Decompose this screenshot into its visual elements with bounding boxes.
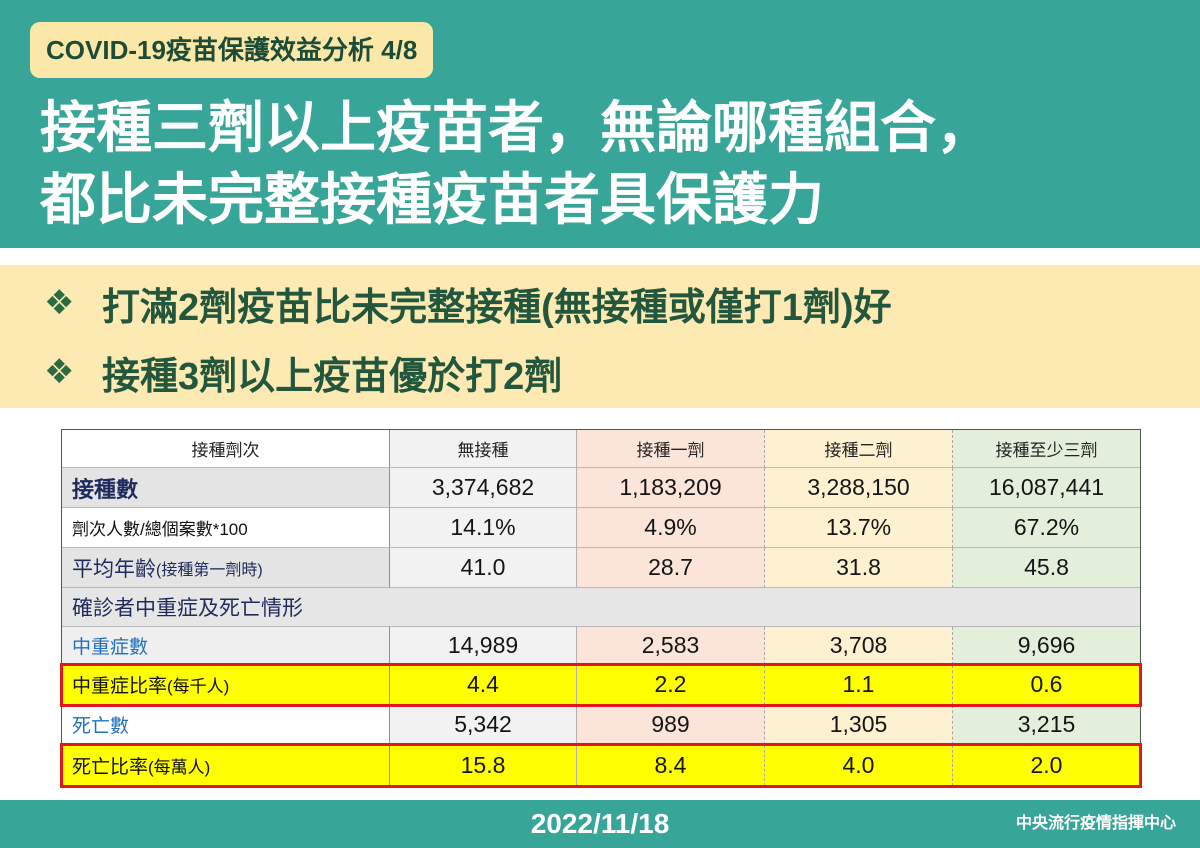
page-title: 接種三劑以上疫苗者，無論哪種組合， 都比未完整接種疫苗者具保護力 (40, 92, 992, 236)
section-heading-text: 確診者中重症及死亡情形 (72, 597, 303, 620)
column-header-one-dose: 接種一劑 (577, 430, 765, 468)
diamond-bullet-icon: ❖ (44, 353, 75, 391)
key-point-text: 打滿2劑疫苗比未完整接種(無接種或僅打1劑)好 (102, 286, 892, 329)
footer-bar: 2022/11/18 中央流行疫情指揮中心 (0, 800, 1200, 848)
diamond-bullet-icon: ❖ (44, 284, 75, 322)
table-cell: 2.2 (577, 665, 765, 705)
table-cell: 28.7 (577, 548, 765, 588)
table-cell: 2.0 (953, 745, 1140, 786)
table-section-row: 確診者中重症及死亡情形 (62, 588, 1140, 627)
table-cell: 14.1% (390, 508, 577, 548)
table-cell: 31.8 (765, 548, 953, 588)
table-cell: 16,087,441 (953, 468, 1140, 508)
table-cell: 9,696 (953, 627, 1140, 665)
section-heading: 確診者中重症及死亡情形 (62, 588, 1140, 627)
row-label: 平均年齡 (接種第一劑時) (62, 548, 390, 588)
title-line-1: 接種三劑以上疫苗者，無論哪種組合， (40, 96, 992, 159)
column-header-three-doses: 接種至少三劑 (953, 430, 1140, 468)
table-row-severe-cases: 中重症數 14,989 2,583 3,708 9,696 (62, 627, 1140, 665)
row-label-text: 死亡比率 (72, 757, 149, 778)
vaccine-effectiveness-table: 接種劑次 無接種 接種一劑 接種二劑 接種至少三劑 接種數 3,374,682 … (60, 429, 1142, 788)
publish-date: 2022/11/18 (530, 808, 670, 839)
row-label: 中重症比率 (每千人) (62, 665, 390, 705)
key-point-2: ❖ 接種3劑以上疫苗優於打2劑 (44, 342, 562, 402)
table-cell: 0.6 (953, 665, 1140, 705)
row-label: 劑次人數/總個案數*100 (62, 508, 390, 548)
table-row-death-rate-highlighted: 死亡比率 (每萬人) 15.8 8.4 4.0 2.0 (60, 743, 1142, 788)
column-header-unvaccinated: 無接種 (390, 430, 577, 468)
table-cell: 13.7% (765, 508, 953, 548)
row-label: 中重症數 (62, 627, 390, 665)
series-tag: COVID-19疫苗保護效益分析 4/8 (30, 22, 434, 78)
table-header-row: 接種劑次 無接種 接種一劑 接種二劑 接種至少三劑 (62, 430, 1140, 468)
table-cell: 4.9% (577, 508, 765, 548)
table-cell: 8.4 (577, 745, 765, 786)
row-label-text: 平均年齡 (72, 557, 156, 581)
row-label-text: 劑次人數/總個案數*100 (72, 520, 248, 539)
row-label: 死亡數 (62, 705, 390, 745)
title-line-2: 都比未完整接種疫苗者具保護力 (40, 168, 824, 231)
table-cell: 4.4 (390, 665, 577, 705)
table-cell: 3,288,150 (765, 468, 953, 508)
header-banner: COVID-19疫苗保護效益分析 4/8 接種三劑以上疫苗者，無論哪種組合， 都… (0, 0, 1200, 248)
table-cell: 1.1 (765, 665, 953, 705)
table-cell: 989 (577, 705, 765, 745)
row-label: 接種數 (62, 468, 390, 508)
table-cell: 2,583 (577, 627, 765, 665)
key-point-text: 接種3劑以上疫苗優於打2劑 (102, 355, 563, 398)
organization-name: 中央流行疫情指揮中心 (1015, 815, 1176, 832)
row-label-note: (接種第一劑時) (156, 561, 263, 579)
table-cell: 3,708 (765, 627, 953, 665)
key-point-1: ❖ 打滿2劑疫苗比未完整接種(無接種或僅打1劑)好 (44, 273, 892, 333)
table-cell: 41.0 (390, 548, 577, 588)
key-points-band: ❖ 打滿2劑疫苗比未完整接種(無接種或僅打1劑)好 ❖ 接種3劑以上疫苗優於打2… (0, 265, 1200, 408)
table-cell: 15.8 (390, 745, 577, 786)
table-cell: 67.2% (953, 508, 1140, 548)
table-cell: 4.0 (765, 745, 953, 786)
table-row-severe-rate-highlighted: 中重症比率 (每千人) 4.4 2.2 1.1 0.6 (60, 663, 1142, 707)
column-header-two-doses: 接種二劑 (765, 430, 953, 468)
row-label-note: (每千人) (167, 677, 230, 696)
table-cell: 14,989 (390, 627, 577, 665)
column-header-dose: 接種劑次 (62, 430, 390, 468)
table-row-deaths: 死亡數 5,342 989 1,305 3,215 (62, 705, 1140, 745)
row-label: 死亡比率 (每萬人) (62, 745, 390, 786)
row-label-note: (每萬人) (148, 758, 211, 777)
table-cell: 1,305 (765, 705, 953, 745)
table-row-case-share: 劑次人數/總個案數*100 14.1% 4.9% 13.7% 67.2% (62, 508, 1140, 548)
row-label-text: 接種數 (72, 476, 139, 502)
row-label-text: 中重症數 (72, 637, 149, 658)
table-cell: 1,183,209 (577, 468, 765, 508)
table-row-vaccinated-count: 接種數 3,374,682 1,183,209 3,288,150 16,087… (62, 468, 1140, 508)
table-cell: 3,215 (953, 705, 1140, 745)
table-cell: 5,342 (390, 705, 577, 745)
table-cell: 3,374,682 (390, 468, 577, 508)
row-label-text: 中重症比率 (72, 676, 168, 697)
row-label-text: 死亡數 (72, 716, 130, 737)
table-cell: 45.8 (953, 548, 1140, 588)
table-row-average-age: 平均年齡 (接種第一劑時) 41.0 28.7 31.8 45.8 (62, 548, 1140, 588)
